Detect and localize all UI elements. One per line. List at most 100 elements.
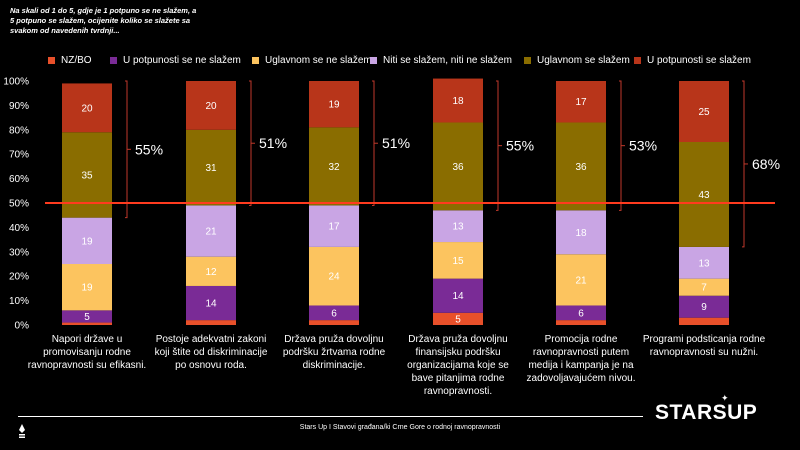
data-label: 15 [452,256,464,267]
agree-total-label: 51% [382,135,410,151]
bar-segment [556,81,606,123]
data-label: 18 [452,96,464,107]
category-label: Postoje adekvatni zakoni koji štite od d… [154,334,268,371]
data-label: 35 [81,170,93,181]
agree-bracket [372,80,375,206]
bar-segment [62,83,112,133]
legend-swatch [370,57,377,64]
agree-bracket [619,80,622,211]
bar-segment [556,210,606,255]
bar-segment [433,122,483,211]
bar-segment [433,78,483,123]
agree-bracket [249,80,252,206]
data-label: 19 [81,236,93,247]
bar-segment [62,264,112,311]
data-label: 21 [575,275,587,286]
bar-segment [186,256,236,286]
bar-segment [556,254,606,306]
bar-segment [679,317,729,325]
bar-segment [556,320,606,325]
bar-segment [309,127,359,206]
y-tick-label: 70% [9,150,29,161]
bar-segment [309,81,359,128]
data-label: 6 [331,308,337,319]
y-tick-label: 80% [9,125,29,136]
bar-segment [309,305,359,321]
y-tick-label: 20% [9,272,29,283]
footer-divider [18,416,643,417]
data-label: 17 [575,97,587,108]
data-label: 21 [205,227,217,238]
pen-nib-icon [19,424,25,438]
bar-segment [186,81,236,130]
category-label: Programi podsticanja rodne ravnopravnost… [642,334,766,358]
legend-swatch [524,57,531,64]
legend-label: Uglavnom se ne slažem [265,55,372,66]
bar-segment [679,81,729,142]
bar-segment [62,217,112,264]
y-tick-label: 30% [9,247,29,258]
data-label: 25 [698,107,710,118]
y-tick-label: 0% [15,321,30,332]
legend-swatch [252,57,259,64]
data-label: 18 [575,228,587,239]
question-text: Na skali od 1 do 5, gdje je 1 potpuno se… [10,6,197,35]
bar-segment [679,295,729,318]
bar-segment [186,205,236,257]
legend-item: Uglavnom se ne slažem [252,55,372,66]
data-label: 20 [81,103,93,114]
data-label: 19 [81,283,93,294]
data-label: 13 [452,222,464,233]
legend-item: Uglavnom se slažem [524,55,630,66]
y-tick-label: 60% [9,174,29,185]
data-label: 6 [578,308,584,319]
bar-segment [186,285,236,321]
legend-label: U potpunosti se slažem [647,55,751,66]
bar-segment [679,142,729,247]
agree-bracket [742,80,745,248]
data-label: 32 [328,162,340,173]
data-label: 14 [205,299,217,310]
bar-segment [433,210,483,243]
bar-segment [433,278,483,313]
data-label: 12 [205,267,217,278]
bar-segment [679,278,729,296]
agree-total-label: 53% [629,138,657,154]
data-label: 14 [452,291,464,302]
bar-segment [556,305,606,321]
agree-total-label: 68% [752,156,780,172]
bar-segment [679,246,729,279]
brand-star-icon: ✦ [721,393,729,403]
data-label: 20 [205,101,217,112]
y-tick-label: 40% [9,223,29,234]
data-label: 5 [84,312,90,323]
agree-total-label: 51% [259,135,287,151]
data-label: 36 [452,162,464,173]
footer-text: Stars Up I Stavovi građana/ki Crne Gore … [299,424,501,431]
data-label: 13 [698,258,710,269]
bar-segment [186,129,236,206]
bar-segment [433,312,483,325]
agree-bracket [496,80,499,211]
bar-segment [309,320,359,325]
legend-item: Niti se slažem, niti ne slažem [370,55,512,66]
legend-label: Niti se slažem, niti ne slažem [383,55,512,66]
category-label: Napori države u promovisanju rodne ravno… [27,334,147,371]
category-label: Promocija rodne ravnopravnosti putem med… [526,334,636,384]
y-tick-label: 10% [9,296,29,307]
y-tick-label: 100% [3,77,29,88]
data-label: 9 [701,302,707,313]
y-tick-label: 50% [9,199,29,210]
data-label: 43 [698,190,710,201]
data-label: 19 [328,100,340,111]
bar-segment [309,205,359,247]
legend-swatch [48,57,55,64]
legend-label: U potpunosti se ne slažem [123,55,241,66]
category-label: Država pruža dovoljnu podršku žrtvama ro… [282,334,386,371]
data-label: 5 [455,314,461,325]
data-label: 17 [328,222,340,233]
agree-total-label: 55% [506,138,534,154]
bar-segment [186,320,236,325]
legend-item: NZ/BO [48,55,92,66]
